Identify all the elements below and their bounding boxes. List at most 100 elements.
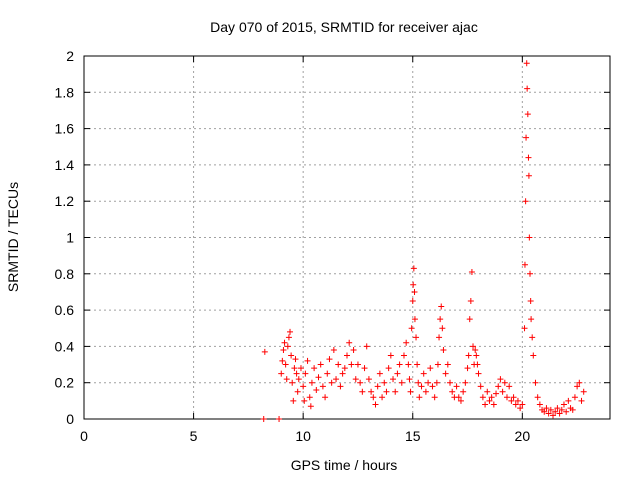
data-point-127 bbox=[495, 383, 502, 390]
x-tick-label-1: 5 bbox=[190, 428, 198, 444]
data-point-97 bbox=[440, 347, 447, 354]
data-point-171 bbox=[569, 406, 576, 413]
data-point-121 bbox=[482, 401, 489, 408]
data-point-105 bbox=[457, 397, 464, 404]
data-point-130 bbox=[501, 379, 508, 386]
data-point-61 bbox=[383, 388, 390, 395]
data-point-52 bbox=[363, 343, 370, 350]
data-point-44 bbox=[346, 339, 353, 346]
data-point-45 bbox=[348, 361, 355, 368]
data-point-126 bbox=[493, 390, 500, 397]
data-point-42 bbox=[341, 365, 348, 372]
data-point-57 bbox=[374, 383, 381, 390]
data-point-65 bbox=[392, 388, 399, 395]
data-point-116 bbox=[473, 352, 480, 359]
data-point-144 bbox=[524, 85, 531, 92]
data-point-128 bbox=[497, 376, 504, 383]
data-point-27 bbox=[308, 379, 315, 386]
data-point-58 bbox=[376, 370, 383, 377]
data-point-59 bbox=[379, 394, 386, 401]
data-point-40 bbox=[337, 383, 344, 390]
data-point-24 bbox=[304, 357, 311, 364]
y-tick-label-7: 1.4 bbox=[55, 157, 75, 173]
data-point-108 bbox=[464, 365, 471, 372]
data-point-99 bbox=[444, 361, 451, 368]
data-point-75 bbox=[409, 298, 416, 305]
data-point-70 bbox=[403, 339, 410, 346]
data-point-143 bbox=[523, 60, 530, 67]
data-point-4 bbox=[279, 357, 286, 364]
data-point-88 bbox=[427, 365, 434, 372]
point-layer bbox=[260, 60, 587, 422]
chart-title: Day 070 of 2015, SRMTID for receiver aja… bbox=[210, 19, 478, 35]
data-point-63 bbox=[387, 352, 394, 359]
data-point-162 bbox=[550, 412, 557, 419]
data-point-51 bbox=[361, 365, 368, 372]
data-point-28 bbox=[311, 365, 318, 372]
data-point-39 bbox=[335, 361, 342, 368]
data-point-49 bbox=[357, 379, 364, 386]
x-tick-label-2: 10 bbox=[295, 428, 311, 444]
data-point-82 bbox=[415, 379, 422, 386]
data-point-6 bbox=[281, 339, 288, 346]
data-point-8 bbox=[283, 376, 290, 383]
data-point-131 bbox=[503, 394, 510, 401]
data-point-20 bbox=[297, 365, 304, 372]
y-tick-label-9: 1.8 bbox=[55, 84, 75, 100]
data-point-106 bbox=[460, 388, 467, 395]
x-tick-label-0: 0 bbox=[80, 428, 88, 444]
data-point-135 bbox=[512, 401, 519, 408]
data-point-19 bbox=[295, 376, 302, 383]
data-point-18 bbox=[294, 388, 301, 395]
data-point-169 bbox=[565, 397, 572, 404]
data-point-53 bbox=[365, 376, 372, 383]
data-point-152 bbox=[529, 334, 536, 341]
data-point-146 bbox=[525, 154, 532, 161]
data-point-25 bbox=[306, 394, 313, 401]
data-point-33 bbox=[322, 394, 329, 401]
data-point-138 bbox=[519, 401, 526, 408]
data-point-133 bbox=[508, 397, 515, 404]
data-point-95 bbox=[438, 303, 445, 310]
data-point-167 bbox=[560, 401, 567, 408]
data-point-96 bbox=[439, 325, 446, 332]
data-point-149 bbox=[527, 270, 534, 277]
y-tick-label-1: 0.2 bbox=[55, 375, 75, 391]
y-tick-label-8: 1.6 bbox=[55, 121, 75, 137]
data-point-67 bbox=[396, 361, 403, 368]
data-point-36 bbox=[328, 379, 335, 386]
data-point-47 bbox=[352, 376, 359, 383]
data-point-98 bbox=[442, 370, 449, 377]
data-point-163 bbox=[552, 408, 559, 415]
data-point-17 bbox=[293, 370, 300, 377]
data-point-73 bbox=[407, 388, 414, 395]
data-point-141 bbox=[522, 198, 529, 205]
data-point-3 bbox=[278, 370, 285, 377]
data-point-115 bbox=[472, 347, 479, 354]
data-point-79 bbox=[411, 316, 418, 323]
data-point-11 bbox=[287, 328, 294, 335]
data-point-139 bbox=[521, 325, 528, 332]
y-tick-label-0: 0 bbox=[66, 411, 74, 427]
data-point-92 bbox=[434, 361, 441, 368]
data-point-1 bbox=[261, 348, 268, 355]
data-point-123 bbox=[486, 397, 493, 404]
y-tick-label-3: 0.6 bbox=[55, 302, 75, 318]
data-point-9 bbox=[284, 343, 291, 350]
data-point-166 bbox=[558, 406, 565, 413]
x-tick-label-4: 20 bbox=[515, 428, 531, 444]
data-point-80 bbox=[413, 334, 420, 341]
data-point-150 bbox=[527, 298, 534, 305]
data-point-12 bbox=[288, 352, 295, 359]
data-point-21 bbox=[300, 383, 307, 390]
data-point-35 bbox=[326, 356, 333, 363]
data-point-32 bbox=[319, 383, 326, 390]
y-tick-label-2: 0.4 bbox=[55, 338, 75, 354]
data-point-66 bbox=[394, 370, 401, 377]
data-point-153 bbox=[530, 352, 537, 359]
data-point-46 bbox=[350, 347, 357, 354]
tick-layer: 0 5 10 15 20 0 0.2 0.4 0.6 0.8 1 1.2 1.4 1.6 1.8 2 bbox=[55, 48, 610, 444]
data-point-94 bbox=[437, 316, 444, 323]
data-point-78 bbox=[411, 288, 418, 295]
